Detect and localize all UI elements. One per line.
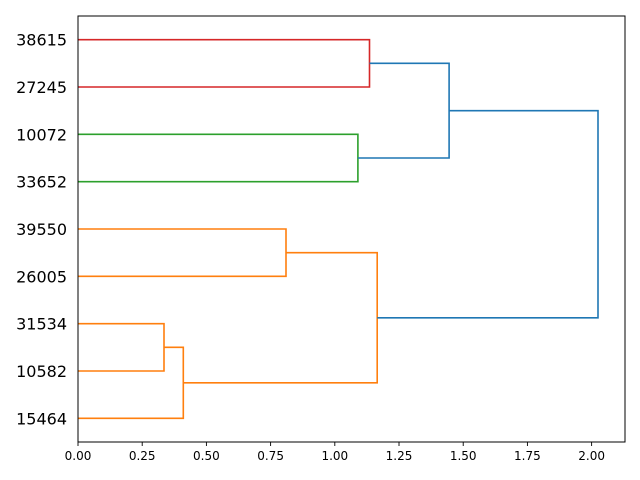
x-tick-label: 2.00: [578, 449, 605, 463]
dendrogram-link-8: [377, 109, 599, 319]
leaf-label: 33652: [16, 173, 67, 192]
dendrogram-links: [78, 38, 599, 420]
x-tick-label: 0.50: [193, 449, 220, 463]
x-tick-label: 1.75: [514, 449, 541, 463]
leaf-labels: 38615 27245 10072 33652 39550 26005 31534 10582…: [16, 31, 67, 429]
x-tick-label: 1.00: [321, 449, 348, 463]
x-tick-label: 0.75: [257, 449, 284, 463]
leaf-label: 38615: [16, 31, 67, 50]
plot-frame: [77, 15, 626, 443]
leaf-label: 10582: [16, 362, 67, 381]
leaf-label: 27245: [16, 78, 67, 97]
x-axis: 0.00 0.25 0.50 0.75 1.00 1.25 1.50 1.75 2.00: [65, 442, 605, 463]
leaf-label: 26005: [16, 267, 67, 286]
leaf-label: 15464: [16, 409, 67, 428]
x-tick-label: 1.50: [450, 449, 477, 463]
leaf-label: 10072: [16, 125, 67, 144]
x-tick-label: 1.25: [386, 449, 413, 463]
x-tick-label: 0.25: [129, 449, 156, 463]
leaf-label: 31534: [16, 315, 67, 334]
x-tick-label: 0.00: [65, 449, 92, 463]
leaf-label: 39550: [16, 220, 67, 239]
